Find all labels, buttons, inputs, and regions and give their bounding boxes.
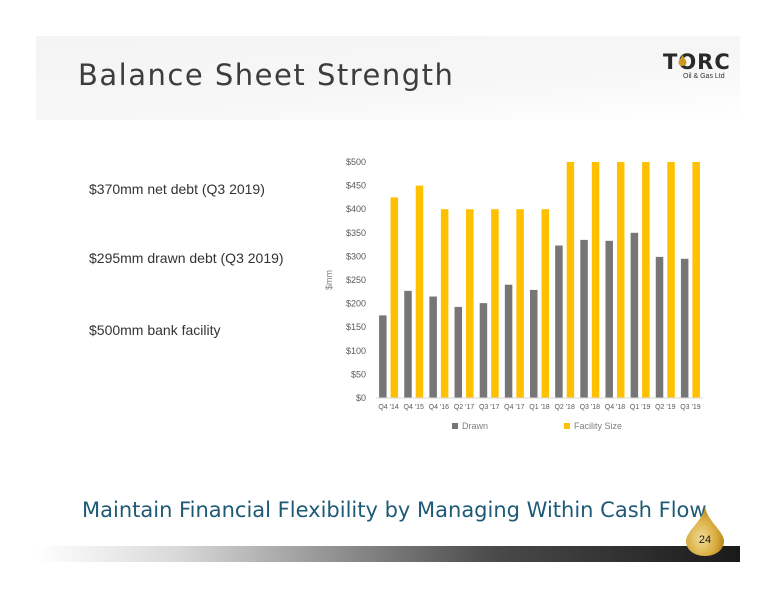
footer-bar bbox=[36, 546, 740, 562]
x-tick-label: Q3 '18 bbox=[580, 404, 601, 411]
page-number: 24 bbox=[698, 534, 712, 546]
legend-label: Facility Size bbox=[574, 421, 622, 431]
logo-subtitle: Oil & Gas Ltd bbox=[683, 73, 725, 80]
oil-drop-icon bbox=[678, 54, 687, 66]
x-tick-label: Q4 '14 bbox=[378, 404, 399, 411]
bar-facility bbox=[667, 162, 675, 398]
bar-facility bbox=[390, 197, 399, 398]
oil-drop-icon bbox=[686, 505, 724, 556]
debt-bar-chart: $0 $50 $100 $150 $200 $250 $300 $350 $400 $450 $50… bbox=[324, 157, 703, 431]
logo-wordmark: TORC bbox=[663, 50, 731, 74]
bar-facility bbox=[566, 162, 575, 398]
bar-facility bbox=[616, 162, 625, 398]
x-tick-label: Q2 '19 bbox=[655, 404, 676, 411]
bar-facility bbox=[591, 162, 600, 398]
bar-drawn bbox=[479, 303, 488, 398]
x-tick-label: Q4 '17 bbox=[504, 404, 525, 411]
y-tick-label: $250 bbox=[346, 275, 366, 285]
x-tick-label: Q2 '18 bbox=[554, 404, 575, 411]
y-tick-label: $450 bbox=[346, 181, 366, 191]
bar-drawn bbox=[555, 245, 563, 398]
title-band bbox=[36, 36, 740, 120]
bar-facility bbox=[491, 209, 499, 398]
bar-drawn bbox=[454, 306, 463, 398]
bar-drawn bbox=[504, 284, 513, 398]
bar-facility bbox=[440, 209, 449, 398]
slide-title: Balance Sheet Strength bbox=[78, 58, 455, 92]
bar-drawn bbox=[580, 239, 588, 398]
y-tick-label: $500 bbox=[346, 157, 366, 167]
bar-drawn bbox=[429, 296, 437, 398]
x-tick-label: Q3 '17 bbox=[479, 404, 500, 411]
bar-facility bbox=[516, 209, 524, 398]
bar-facility bbox=[642, 162, 650, 398]
bar-facility bbox=[692, 162, 700, 398]
y-tick-label: $150 bbox=[346, 322, 366, 332]
bullet-bank-facility: $500mm bank facility bbox=[89, 322, 221, 338]
legend-label: Drawn bbox=[462, 421, 488, 431]
y-tick-label: $350 bbox=[346, 228, 366, 238]
y-tick-label: $0 bbox=[356, 393, 366, 403]
y-tick-label: $400 bbox=[346, 204, 366, 214]
legend-swatch bbox=[564, 423, 570, 429]
bar-drawn bbox=[605, 240, 613, 398]
x-tick-label: Q4 '16 bbox=[429, 404, 450, 411]
bar-facility bbox=[541, 209, 549, 398]
bar-drawn bbox=[630, 232, 639, 398]
bar-facility bbox=[466, 209, 474, 398]
y-tick-label: $300 bbox=[346, 251, 366, 261]
y-axis-label: $mm bbox=[324, 270, 334, 290]
bar-drawn bbox=[655, 256, 664, 398]
bar-drawn bbox=[680, 258, 689, 398]
tagline: Maintain Financial Flexibility by Managi… bbox=[82, 498, 707, 522]
legend-swatch bbox=[452, 423, 458, 429]
bar-drawn bbox=[530, 289, 538, 398]
bar-drawn bbox=[379, 315, 387, 398]
x-tick-label: Q4 '18 bbox=[605, 404, 626, 411]
y-tick-label: $50 bbox=[351, 369, 366, 379]
company-logo: TORC Oil & Gas Ltd bbox=[663, 50, 731, 82]
x-tick-label: Q3 '19 bbox=[680, 404, 701, 411]
bar-drawn bbox=[404, 290, 412, 398]
bullet-net-debt: $370mm net debt (Q3 2019) bbox=[89, 181, 265, 197]
x-tick-label: Q1 '18 bbox=[529, 404, 550, 411]
x-tick-label: Q1 '19 bbox=[630, 404, 651, 411]
x-tick-label: Q4 '15 bbox=[404, 404, 425, 411]
y-tick-label: $200 bbox=[346, 299, 366, 309]
x-tick-label: Q2 '17 bbox=[454, 404, 475, 411]
bullet-drawn-debt: $295mm drawn debt (Q3 2019) bbox=[89, 250, 284, 266]
y-tick-label: $100 bbox=[346, 346, 366, 356]
bar-facility bbox=[415, 185, 424, 398]
